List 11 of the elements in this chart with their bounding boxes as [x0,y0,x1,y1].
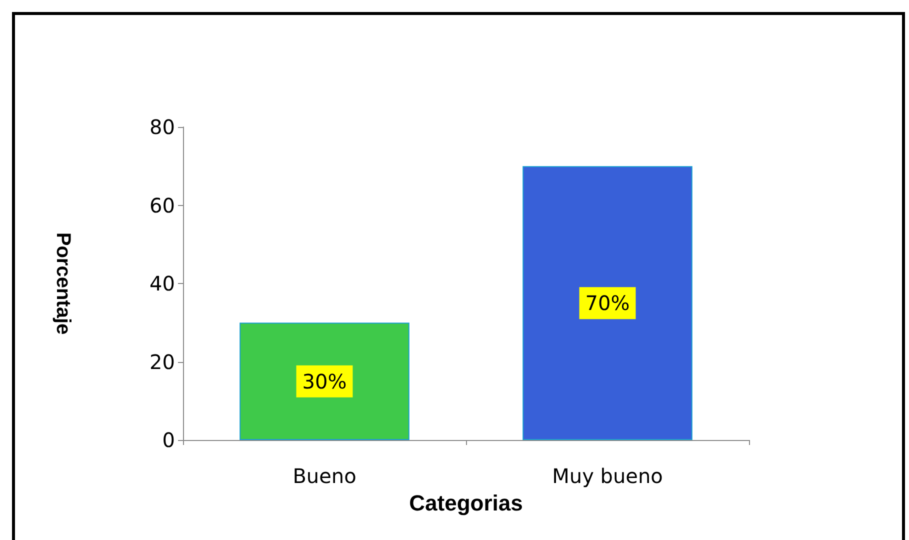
data-label: 30% [302,369,347,394]
x-tick-label: Muy bueno [552,464,663,488]
y-axis-title: Porcentaje [52,232,74,335]
y-tick-label: 20 [150,350,175,374]
x-tick-label: Bueno [292,464,356,488]
y-tick-label: 80 [150,115,175,139]
data-label: 70% [585,291,630,316]
y-tick-label: 0 [162,428,175,452]
y-tick-label: 60 [150,193,175,218]
x-axis-title: Categorias [409,490,523,516]
y-tick-label: 40 [150,272,175,296]
